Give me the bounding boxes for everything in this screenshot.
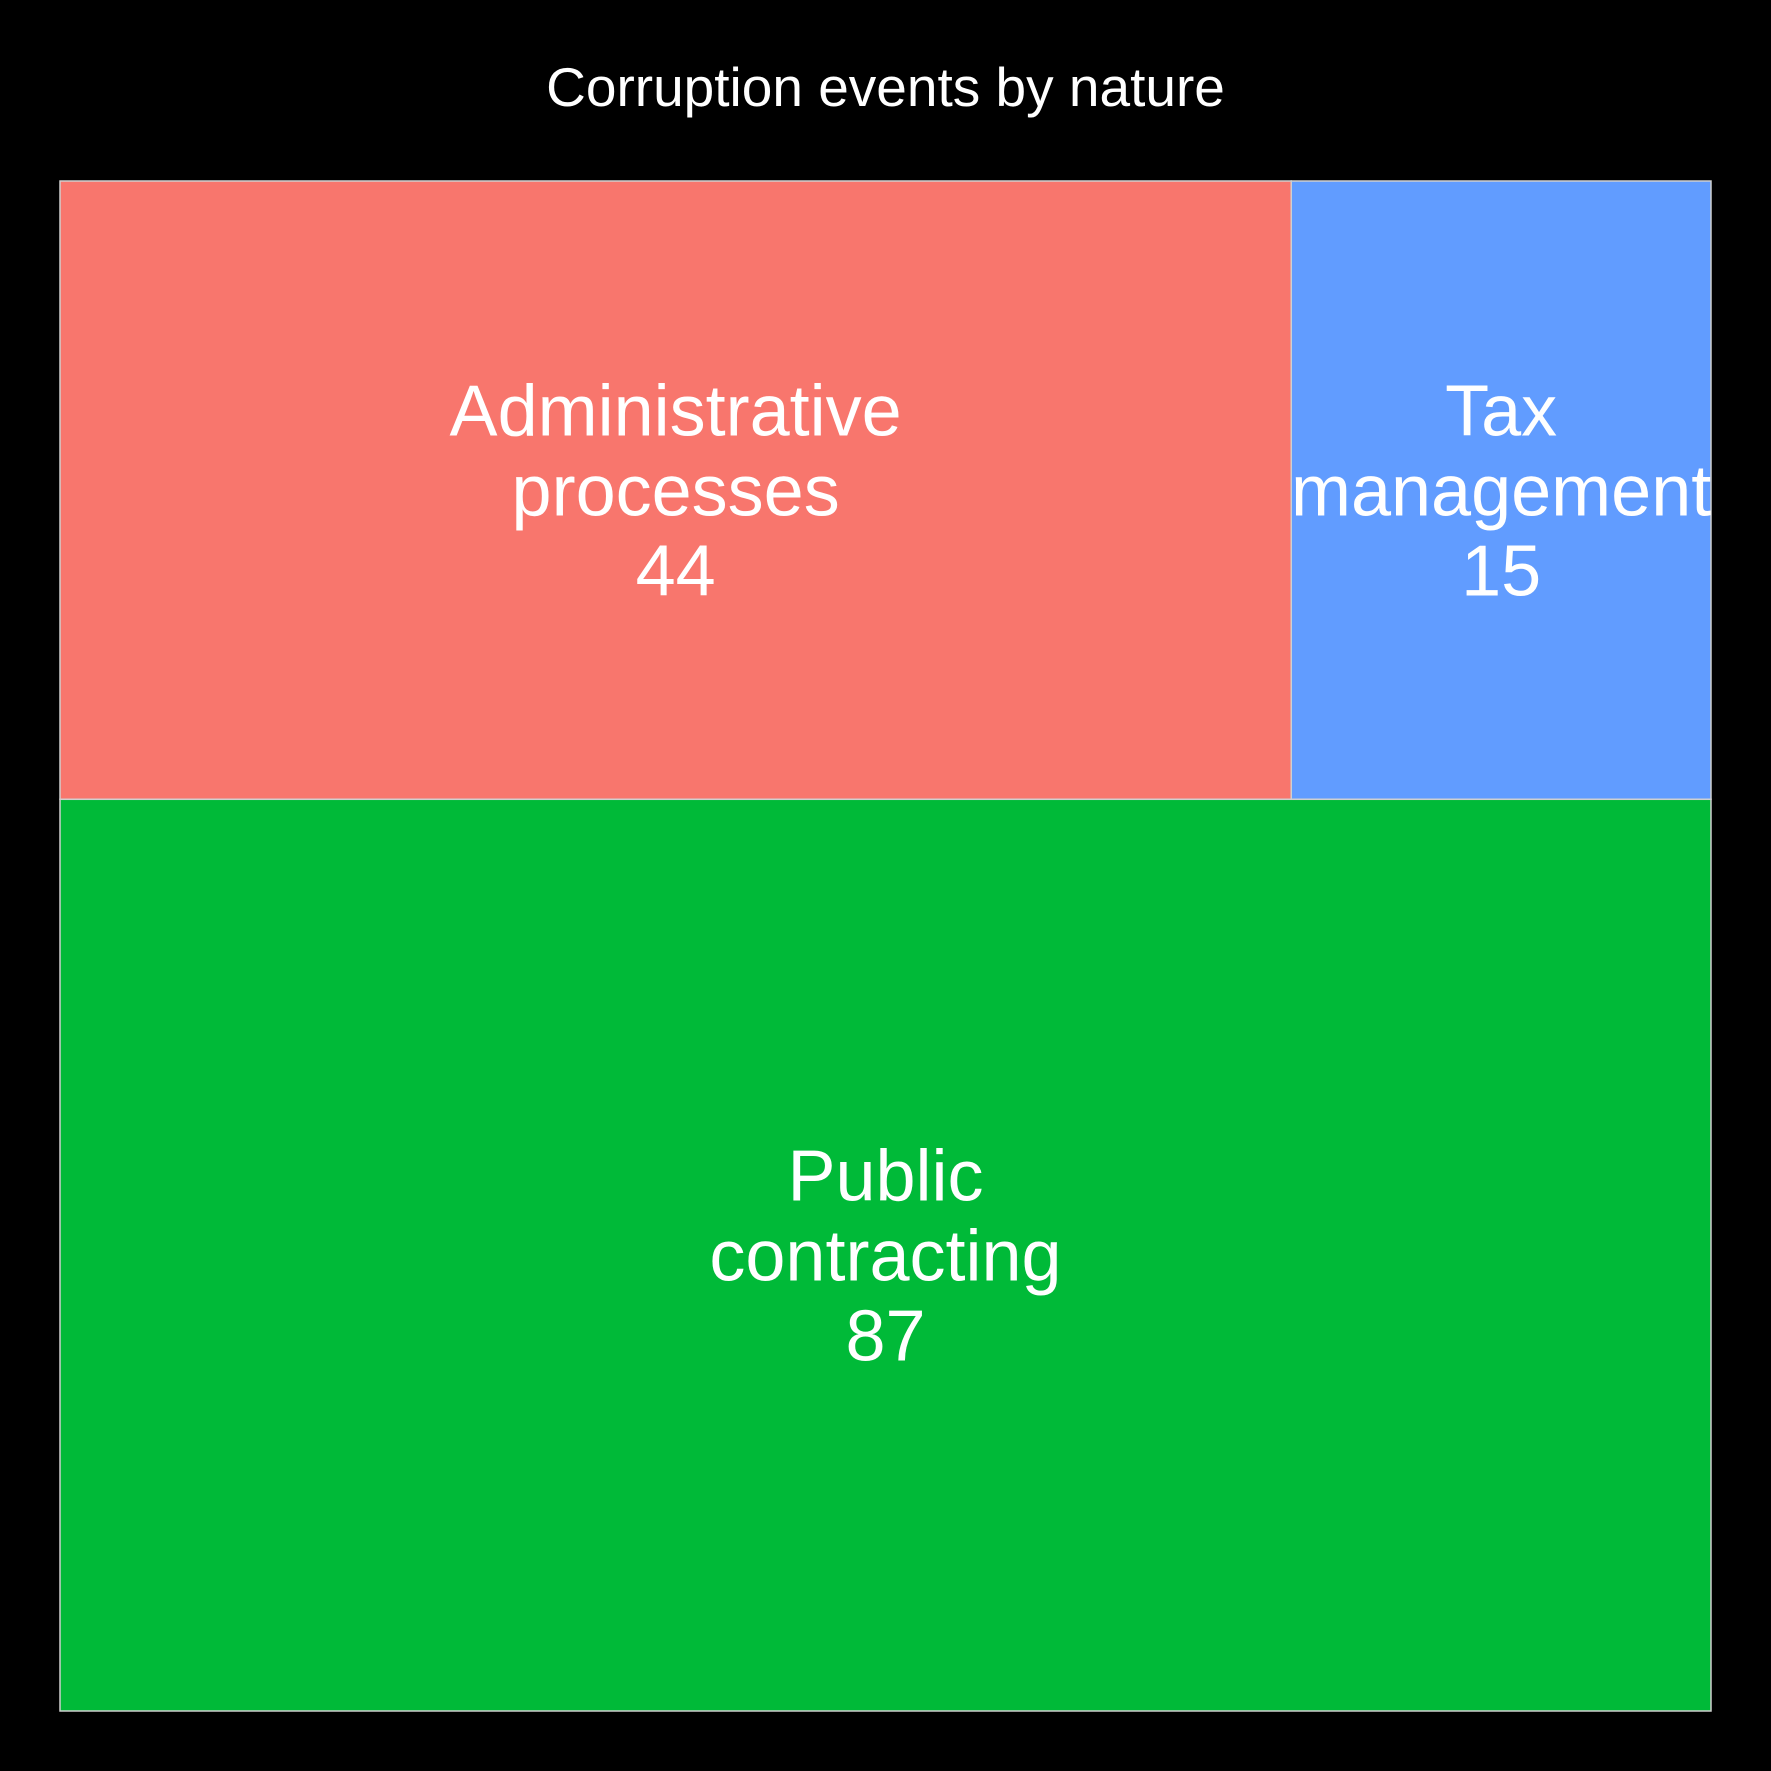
tile-tax-management bbox=[1290, 180, 1712, 801]
public-contracting-name-label: Public bbox=[787, 1137, 983, 1217]
tile-administrative-processes bbox=[59, 180, 1293, 801]
administrative-processes-value-label: 44 bbox=[636, 532, 716, 612]
tile-public-contracting bbox=[59, 798, 1712, 1712]
tax-management-name-label: Tax bbox=[1445, 372, 1557, 452]
tax-management-name-label: management bbox=[1291, 452, 1711, 532]
tax-management-value-label: 15 bbox=[1461, 532, 1541, 612]
administrative-processes-name-label: Administrative bbox=[450, 372, 902, 452]
public-contracting-value-label: 87 bbox=[845, 1297, 925, 1377]
public-contracting-name-label: contracting bbox=[709, 1217, 1061, 1297]
administrative-processes-name-label: processes bbox=[512, 452, 840, 532]
chart-title: Corruption events by nature bbox=[546, 56, 1225, 118]
